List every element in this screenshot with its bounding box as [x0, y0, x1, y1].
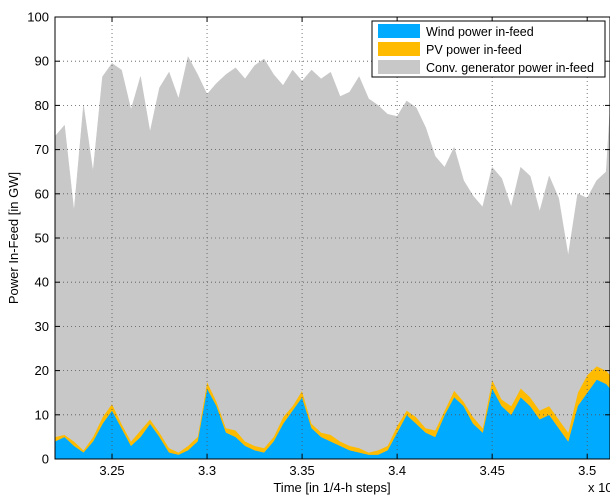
legend-label-pv: PV power in-feed: [426, 43, 522, 57]
x-tick-label: 3.3: [198, 463, 216, 478]
x-axis-exponent-label: x 10: [588, 480, 610, 495]
x-tick-label: 3.25: [99, 463, 124, 478]
legend: Wind power in-feed PV power in-feed Conv…: [371, 20, 606, 78]
legend-label-wind: Wind power in-feed: [426, 25, 534, 39]
x-axis-ticks: 3.25 3.3 3.35 3.4 3.45 3.5: [99, 17, 596, 478]
y-tick-label: 60: [35, 186, 49, 201]
legend-swatch-pv: [378, 42, 420, 56]
y-tick-label: 30: [35, 319, 49, 334]
y-tick-label: 90: [35, 54, 49, 69]
x-axis-label: Time [in 1/4-h steps]: [273, 480, 390, 495]
y-tick-label: 20: [35, 363, 49, 378]
legend-swatch-conv: [378, 60, 420, 74]
x-tick-label: 3.5: [578, 463, 596, 478]
y-tick-label: 10: [35, 407, 49, 422]
grid-lines: [55, 17, 610, 459]
area-series-conv: [55, 56, 610, 453]
y-tick-label: 50: [35, 231, 49, 246]
x-tick-label: 3.45: [480, 463, 505, 478]
legend-label-conv: Conv. generator power in-feed: [426, 61, 594, 75]
x-tick-label: 3.4: [388, 463, 406, 478]
y-tick-label: 80: [35, 98, 49, 113]
y-tick-label: 40: [35, 275, 49, 290]
x-tick-label: 3.35: [289, 463, 314, 478]
series-areas: [55, 56, 610, 459]
y-axis-label: Power In-Feed [in GW]: [6, 172, 21, 304]
y-tick-label: 0: [42, 452, 49, 467]
y-axis-ticks: 0 10 20 30 40 50 60 70 80 90 100: [27, 10, 610, 467]
y-tick-label: 100: [27, 10, 49, 25]
y-tick-label: 70: [35, 142, 49, 157]
legend-swatch-wind: [378, 24, 420, 38]
